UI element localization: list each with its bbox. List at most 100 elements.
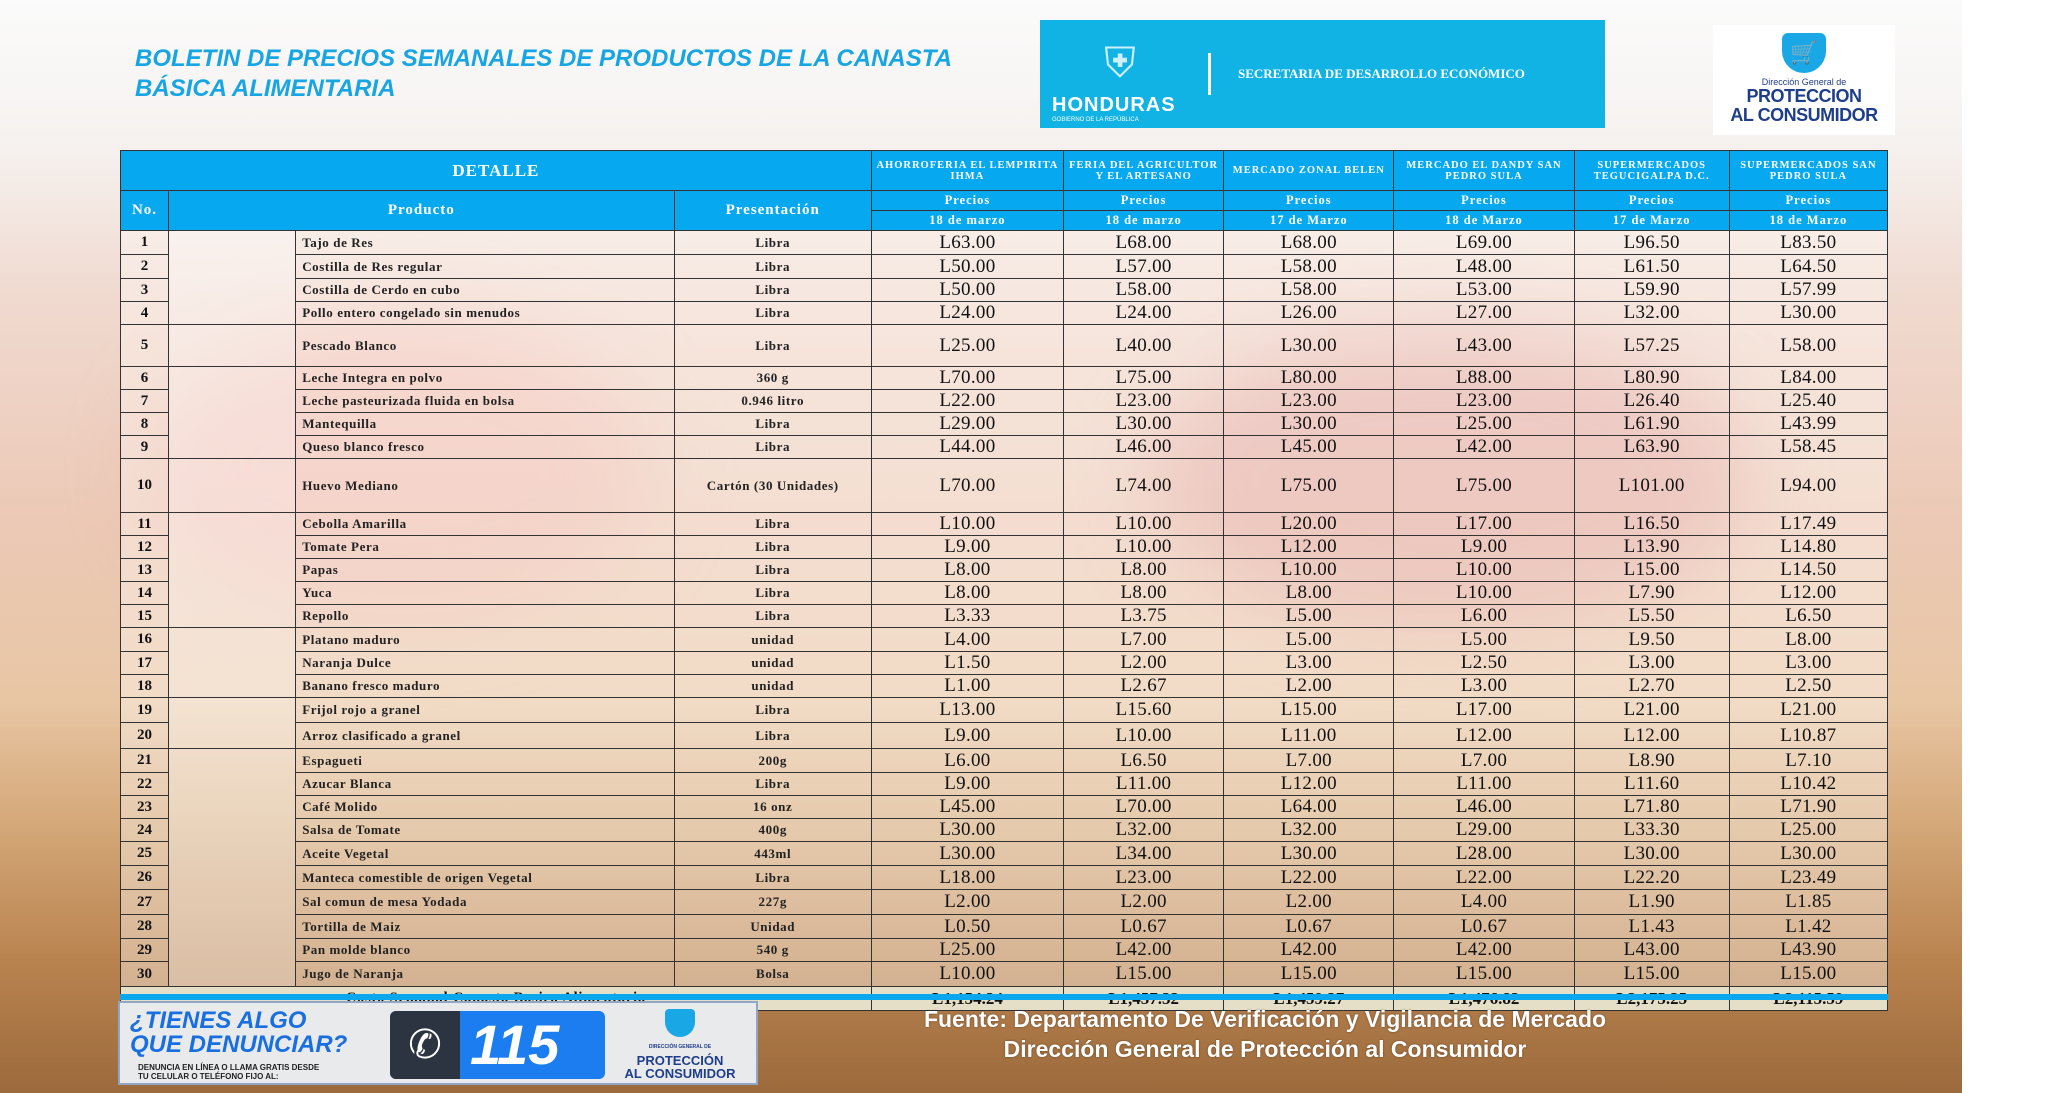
shopping-cart-shield-icon: 🛒 bbox=[1782, 33, 1826, 73]
banner-subtext: DENUNCIA EN LÍNEA O LLAMA GRATIS DESDE T… bbox=[138, 1063, 319, 1081]
banner-logo-small: DIRECCIÓN GENERAL DE bbox=[648, 1044, 712, 1050]
price-cell: L46.00 bbox=[1393, 795, 1575, 819]
product-name: Sal comun de mesa Yodada bbox=[295, 889, 675, 915]
table-row: 11 Cebolla Amarilla Libra L10.00 L10.00 L20.0… bbox=[119, 512, 1889, 628]
price-cell: L64.00 bbox=[1223, 795, 1395, 819]
product-name: Tajo de Res bbox=[295, 230, 675, 255]
price-cell: L16.50 bbox=[1573, 512, 1730, 536]
table-row: 20 Arroz clasificado a granel Libra L9.00 L1… bbox=[119, 722, 1889, 749]
row-number: 1 bbox=[119, 230, 170, 255]
product-name: Papas bbox=[295, 558, 675, 582]
title-line-1: BOLETIN DE PRECIOS SEMANALES DE PRODUCTO… bbox=[135, 45, 952, 72]
presentation: Cartón (30 Unidades) bbox=[673, 458, 872, 513]
price-cell: L30.00 bbox=[1728, 841, 1889, 866]
table-row: 15 Repollo Libra L3.33 L3.75 L5.00 L6.00 L5.50 L… bbox=[119, 604, 1889, 628]
price-cell: L63.00 bbox=[870, 230, 1065, 255]
row-number: 6 bbox=[119, 366, 170, 390]
table-row: 26 Manteca comestible de origen Vegetal Li… bbox=[119, 865, 1889, 890]
presentation: Libra bbox=[673, 324, 872, 367]
presentation: Unidad bbox=[673, 914, 872, 939]
price-cell: L42.00 bbox=[1393, 938, 1575, 962]
presentation: 360 g bbox=[673, 366, 872, 390]
presentation: Libra bbox=[673, 230, 872, 255]
price-cell: L12.00 bbox=[1573, 722, 1730, 749]
price-cell: L11.00 bbox=[1063, 772, 1225, 796]
price-cell: L2.67 bbox=[1063, 674, 1225, 698]
price-cell: L71.90 bbox=[1728, 795, 1889, 819]
product-name: Tortilla de Maiz bbox=[295, 914, 675, 939]
price-cell: L70.00 bbox=[870, 366, 1065, 390]
price-cell: L30.00 bbox=[1573, 841, 1730, 866]
table-row: 8 Mantequilla Libra L29.00 L30.00 L30.00 L25.0… bbox=[119, 412, 1889, 436]
price-cell: L70.00 bbox=[870, 458, 1065, 513]
presentation: Libra bbox=[673, 722, 872, 749]
table-row: 9 Queso blanco fresco Libra L44.00 L46.00 L45… bbox=[119, 435, 1889, 459]
hotline-number[interactable]: ✆ 115 bbox=[390, 1011, 605, 1079]
product-name: Tomate Pera bbox=[295, 535, 675, 559]
row-number: 20 bbox=[119, 722, 170, 749]
complaint-banner[interactable]: ¿TIENES ALGO QUE DENUNCIAR? DENUNCIA EN … bbox=[118, 1001, 758, 1085]
price-cell: L30.00 bbox=[1728, 301, 1889, 325]
row-number: 18 bbox=[119, 674, 170, 698]
presentation: 443ml bbox=[673, 841, 872, 866]
price-cell: L30.00 bbox=[1223, 412, 1395, 436]
product-image-cell bbox=[168, 458, 297, 513]
price-cell: L43.90 bbox=[1728, 938, 1889, 962]
price-cell: L15.00 bbox=[1223, 961, 1395, 987]
price-cell: L57.00 bbox=[1063, 254, 1225, 279]
price-cell: L6.00 bbox=[1393, 604, 1575, 628]
presentation: Bolsa bbox=[673, 961, 872, 987]
price-cell: L9.00 bbox=[870, 772, 1065, 796]
price-cell: L1.00 bbox=[870, 674, 1065, 698]
price-cell: L4.00 bbox=[1393, 889, 1575, 915]
presentation: unidad bbox=[673, 651, 872, 675]
product-name: Huevo Mediano bbox=[295, 458, 675, 513]
table-row: 4 Pollo entero congelado sin menudos Libra… bbox=[119, 301, 1889, 325]
row-number: 8 bbox=[119, 412, 170, 436]
price-cell: L17.00 bbox=[1393, 697, 1575, 723]
banner-sub-line2: TU CELULAR O TELÉFONO FIJO AL: bbox=[138, 1072, 279, 1081]
price-cell: L26.40 bbox=[1573, 389, 1730, 413]
row-number: 30 bbox=[119, 961, 170, 987]
price-cell: L75.00 bbox=[1223, 458, 1395, 513]
price-cell: L83.50 bbox=[1728, 230, 1889, 255]
price-cell: L8.00 bbox=[1728, 627, 1889, 652]
product-name: Frijol rojo a granel bbox=[295, 697, 675, 723]
price-cell: L68.00 bbox=[1063, 230, 1225, 255]
precios-subheader: Precios bbox=[1393, 190, 1575, 211]
price-cell: L5.50 bbox=[1573, 604, 1730, 628]
table-row: 28 Tortilla de Maiz Unidad L0.50 L0.67 L0.67 L… bbox=[119, 914, 1889, 939]
price-cell: L8.00 bbox=[1223, 581, 1395, 605]
product-name: Pescado Blanco bbox=[295, 324, 675, 367]
product-name: Banano fresco maduro bbox=[295, 674, 675, 698]
price-cell: L40.00 bbox=[1063, 324, 1225, 367]
price-cell: L32.00 bbox=[1223, 818, 1395, 842]
logo-divider bbox=[1208, 53, 1211, 95]
price-cell: L3.00 bbox=[1728, 651, 1889, 675]
product-name: Café Molido bbox=[295, 795, 675, 819]
price-cell: L10.00 bbox=[1223, 558, 1395, 582]
price-cell: L50.00 bbox=[870, 278, 1065, 302]
price-cell: L15.60 bbox=[1063, 697, 1225, 723]
presentation: unidad bbox=[673, 627, 872, 652]
price-cell: L25.00 bbox=[870, 324, 1065, 367]
price-cell: L5.00 bbox=[1223, 604, 1395, 628]
price-cell: L6.50 bbox=[1063, 748, 1225, 773]
price-cell: L33.30 bbox=[1573, 818, 1730, 842]
price-cell: L94.00 bbox=[1728, 458, 1889, 513]
product-name: Arroz clasificado a granel bbox=[295, 722, 675, 749]
price-cell: L12.00 bbox=[1393, 722, 1575, 749]
product-image-cell bbox=[168, 324, 297, 367]
price-cell: L8.90 bbox=[1573, 748, 1730, 773]
background-margin bbox=[1962, 0, 2048, 1093]
price-cell: L69.00 bbox=[1393, 230, 1575, 255]
price-cell: L29.00 bbox=[1393, 818, 1575, 842]
row-number: 7 bbox=[119, 389, 170, 413]
price-cell: L88.00 bbox=[1393, 366, 1575, 390]
price-cell: L13.00 bbox=[870, 697, 1065, 723]
market-header: AHORROFERIA EL LEMPIRITA IHMA bbox=[870, 150, 1065, 191]
row-number: 10 bbox=[119, 458, 170, 513]
table-row: 23 Café Molido 16 onz L45.00 L70.00 L64.00 L46… bbox=[119, 795, 1889, 819]
price-cell: L17.00 bbox=[1393, 512, 1575, 536]
presentation: Libra bbox=[673, 512, 872, 536]
